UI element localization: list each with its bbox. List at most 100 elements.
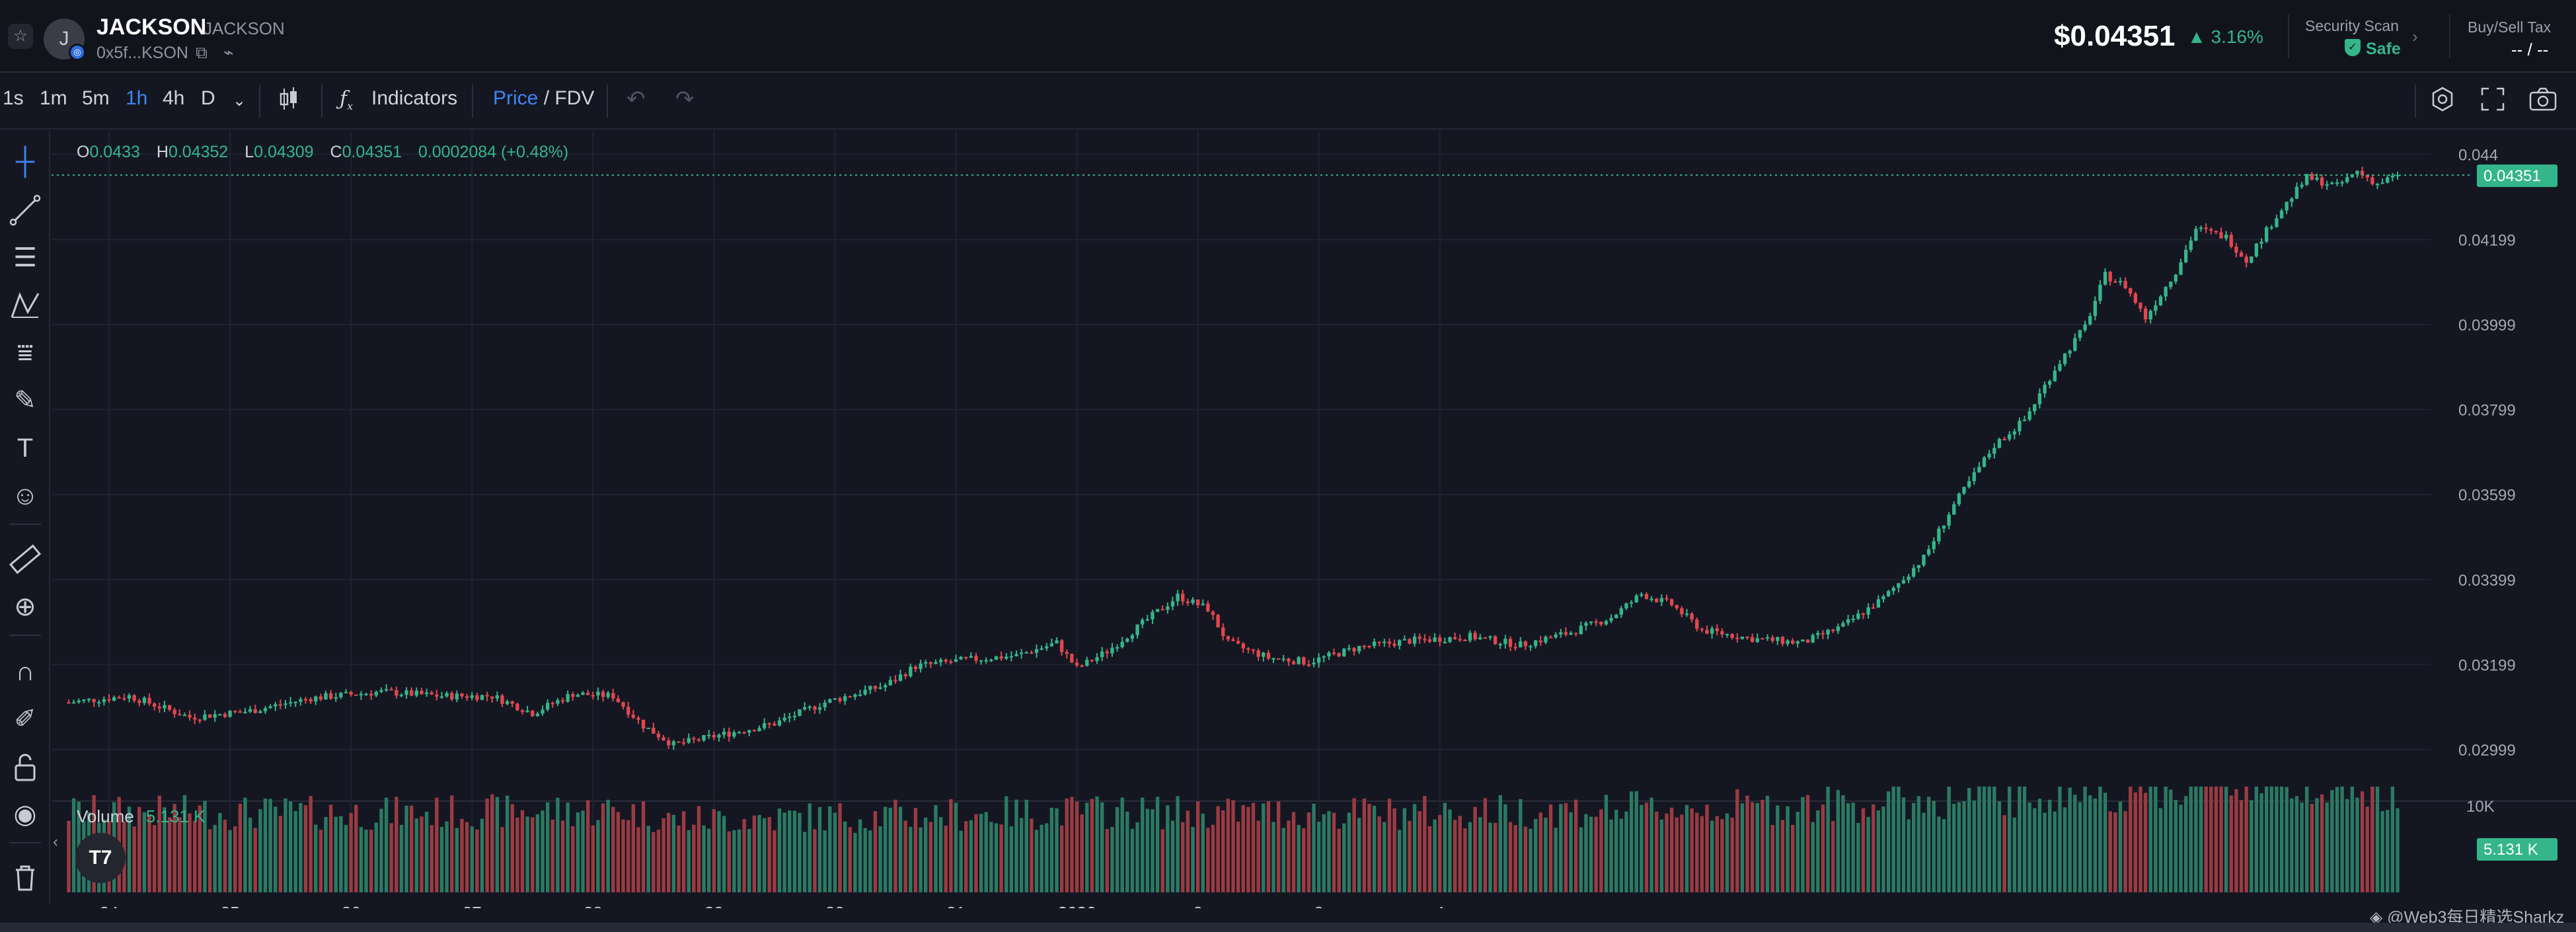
volume-bar [727,831,731,892]
volume-bar [2098,787,2102,892]
volume-bar [1342,823,1346,892]
token-address: 0x5f...KSON [96,44,188,62]
pattern-icon[interactable] [8,288,42,323]
fdv-toggle-label[interactable]: / FDV [538,87,595,109]
candle-body [919,663,923,670]
candle-body [475,695,479,700]
candle-body [1786,641,1790,644]
candle-body [611,693,615,699]
volume-bar [1685,804,1689,892]
unlock-icon[interactable] [8,750,42,784]
volume-bar [1256,820,1260,892]
candle-body [782,717,786,720]
candle-body [616,698,621,703]
eye-icon[interactable]: ◉ [13,800,37,829]
volume-bar [157,795,161,892]
volume-bar [1967,787,1971,892]
fib-retracement-icon[interactable]: ⩸ [17,338,34,368]
candle-body [1438,637,1442,642]
volume-bar [606,799,610,892]
candle-body [480,695,484,700]
horizontal-lines-icon[interactable]: ☰ [13,243,37,272]
volume-axis-label: 10K [2466,798,2495,816]
indicators-button[interactable]: Indicators [371,87,458,109]
candle-body [2058,364,2062,371]
candle-body [652,727,656,734]
candle-body [223,714,227,717]
volume-bar [384,797,389,892]
price-toggle-label[interactable]: Price [493,87,539,109]
emoji-icon[interactable]: ☺ [11,481,39,510]
fullscreen-icon[interactable] [2480,86,2506,118]
pencil-lock-icon[interactable]: ✐ [14,705,36,734]
volume-bar [445,821,449,892]
candle-body [843,696,847,701]
brush-icon[interactable]: ✎ [14,386,36,415]
candle-body [1347,648,1351,650]
copy-icon[interactable]: ⧉ [196,44,208,62]
volume-bar [1266,801,1271,892]
undo-icon[interactable]: ↶ [626,87,646,112]
candle-body [1761,638,1764,640]
volume-bar [646,826,650,892]
candlestick-icon[interactable] [278,86,300,118]
ruler-icon[interactable] [8,542,42,576]
text-icon[interactable]: T [17,434,34,463]
price-chart[interactable]: 0.02999 0.03199 0.03399 0.03599 0.03799 0.039… [52,131,2576,908]
function-icon[interactable]: ƒx [340,87,354,112]
candle-body [1120,641,1124,648]
security-scan-status[interactable]: Safe [2366,40,2401,58]
candle-body [490,696,494,699]
interval-4h[interactable]: 4h [163,87,185,109]
collapse-arrow-icon[interactable]: ‹ [53,833,58,851]
zoom-in-icon[interactable]: ⊕ [14,592,36,621]
candle-body [737,732,741,734]
candle-body [2244,256,2248,263]
unlink-icon[interactable]: ⌁ [223,42,234,62]
candle-body [2380,182,2384,184]
volume-bar [319,830,323,892]
candle-body [1357,646,1361,652]
candle-body [1629,602,1634,604]
volume-bar [1236,821,1240,892]
volume-bar [238,803,243,892]
candle-body [2118,281,2123,283]
candle-body [681,742,686,744]
volume-bar [848,827,852,892]
volume-bar [1226,798,1231,892]
chart-canvas[interactable]: 0.02999 0.03199 0.03399 0.03599 0.03799 0.039… [52,131,2576,908]
redo-icon[interactable]: ↷ [675,87,695,112]
volume-bar [2113,812,2117,892]
volume-bar [1579,827,1583,892]
camera-icon[interactable] [2528,86,2557,118]
security-scan-label[interactable]: Security Scan [2305,17,2399,34]
chevron-right-icon[interactable]: › [2412,26,2418,46]
interval-d[interactable]: D [201,87,215,109]
star-icon[interactable]: ☆ [8,24,33,49]
volume-bar [167,817,172,892]
magnet-icon[interactable]: ∩ [15,657,35,686]
price-fdv-toggle[interactable]: Price / FDV [493,87,594,110]
volume-bar [1735,789,1739,892]
trash-icon[interactable] [8,861,42,895]
volume-bar [1669,807,1674,892]
trend-line-icon[interactable] [8,193,42,227]
volume-bar [67,820,71,892]
settings-icon[interactable] [2429,86,2456,118]
interval-1s[interactable]: 1s [3,87,24,109]
volume-bar [520,810,525,892]
tradingview-logo[interactable]: T7 [75,833,126,883]
volume-bar [571,826,575,892]
candle-body [1876,599,1881,608]
chevron-down-icon[interactable]: ⌄ [233,92,246,110]
candle-body [531,711,535,717]
candle-body [792,716,797,718]
volume-value: 5.131 K [145,806,206,826]
candle-body [1271,658,1275,660]
candle-body [692,738,696,740]
interval-5m[interactable]: 5m [82,87,110,109]
candle-body [2330,182,2334,184]
interval-1m[interactable]: 1m [40,87,67,109]
interval-1h[interactable]: 1h [126,87,148,109]
crosshair-icon[interactable]: ┼ [15,147,35,176]
